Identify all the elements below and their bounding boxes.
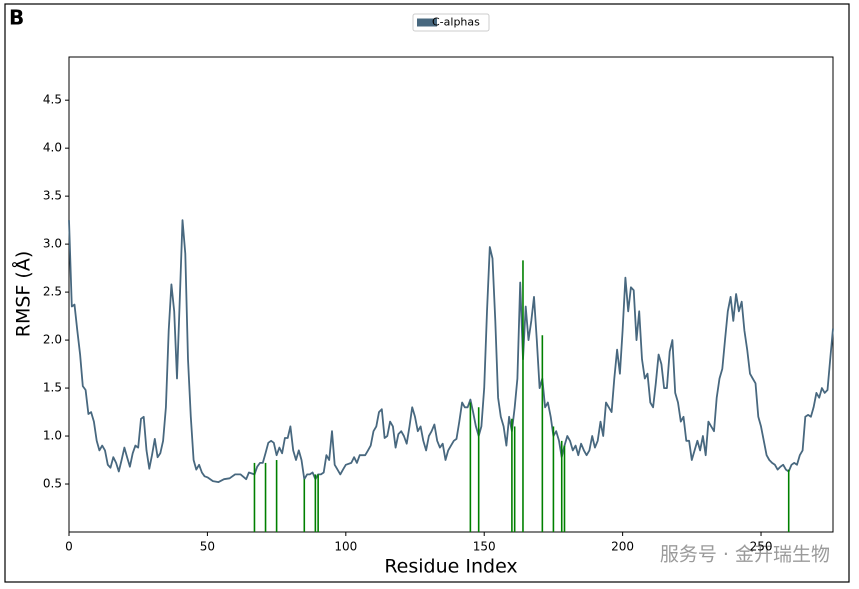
watermark: 服务号 · 金开瑞生物 [660,544,830,566]
legend-label: C-alphas [432,16,480,29]
y-tick-label: 0.5 [43,477,62,491]
panel-label: B [9,6,24,30]
x-tick-label: 150 [473,540,496,554]
y-tick-label: 2.5 [43,285,62,299]
legend-swatch [417,18,437,27]
y-tick-label: 1.0 [43,429,62,443]
x-tick-label: 0 [65,540,73,554]
x-tick-label: 100 [334,540,357,554]
y-tick-label: 3.0 [43,237,62,251]
y-tick-label: 1.5 [43,381,62,395]
legend-box [412,13,490,32]
rmsf-line [68,219,834,483]
y-tick-label: 2.0 [43,333,62,347]
y-tick-label: 4.0 [43,141,62,155]
x-tick-label: 50 [200,540,215,554]
x-axis-label: Residue Index [384,556,517,578]
y-axis-label: RMSF (Å) [12,251,35,337]
y-tick-label: 4.5 [43,93,62,107]
x-tick-label: 250 [750,540,773,554]
plot-area [68,56,834,533]
y-tick-label: 3.5 [43,189,62,203]
x-tick-label: 200 [611,540,634,554]
frame [4,3,850,583]
